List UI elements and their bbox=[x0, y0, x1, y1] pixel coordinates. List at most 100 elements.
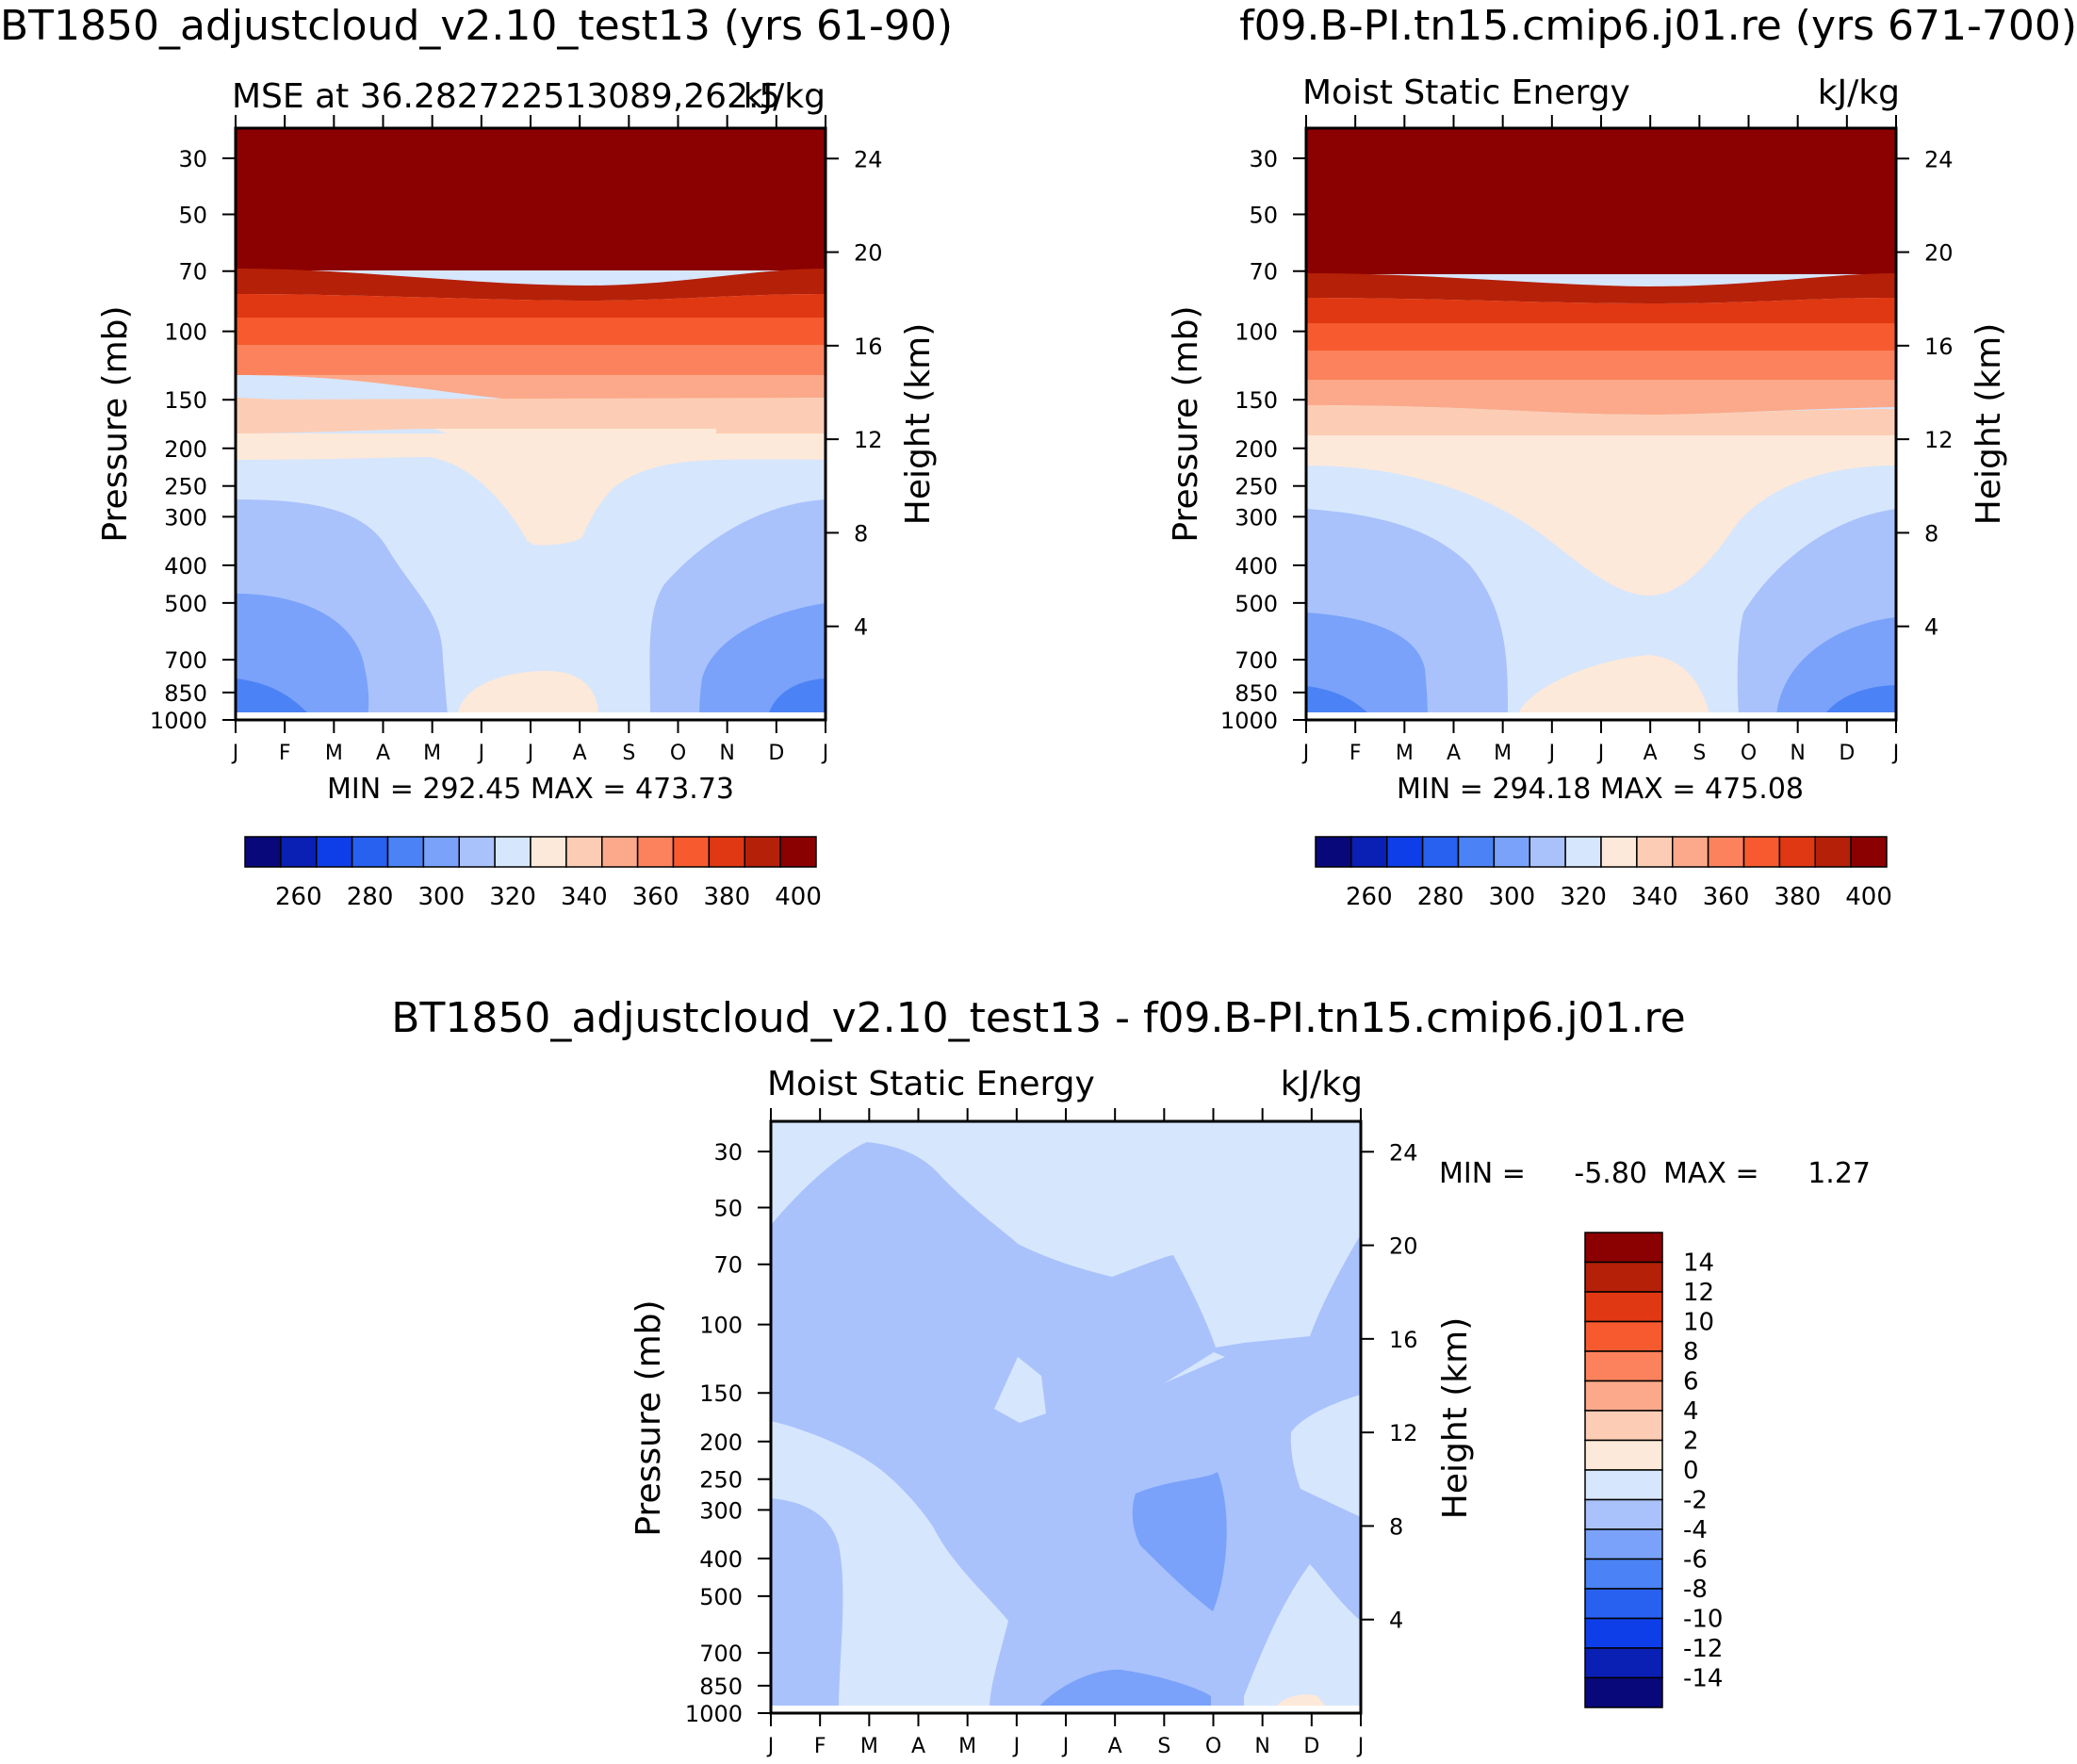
panel-1-colorbar-label-0: 260 bbox=[275, 883, 322, 911]
panel-3-colorbar-swatch-14 bbox=[1584, 1647, 1663, 1679]
panel-1-pressure-label-5: 200 bbox=[164, 436, 207, 463]
panel-1-colorbar-label-7: 400 bbox=[775, 883, 822, 911]
panel-1-pressure-label-10: 700 bbox=[164, 647, 207, 674]
panel-1-height-label-4: 8 bbox=[854, 520, 868, 547]
panel-3-colorbar-swatch-12 bbox=[1584, 1588, 1663, 1620]
panel-3-x-tick-label-7: A bbox=[1108, 1735, 1122, 1758]
panel-2-colorbar-swatch-0 bbox=[1315, 836, 1352, 868]
panel-3-height-label-2: 16 bbox=[1389, 1327, 1418, 1353]
panel-1-pressure-label-0: 30 bbox=[178, 146, 207, 172]
panel-2-x-tick-label-4: M bbox=[1494, 742, 1512, 765]
panel-3-height-label-3: 12 bbox=[1389, 1420, 1418, 1446]
panel-2-height-label-2: 16 bbox=[1924, 334, 1954, 360]
panel-3-colorbar-swatch-10 bbox=[1584, 1528, 1663, 1560]
panel-3-x-tick-label-5: J bbox=[1012, 1735, 1021, 1758]
panel-3-colorbar-label-9: -4 bbox=[1683, 1516, 1708, 1544]
panel-3-colorbar-swatch-2 bbox=[1584, 1291, 1663, 1323]
panel-3-colorbar-swatch-7 bbox=[1584, 1439, 1663, 1471]
panel-2-colorbar-swatch-13 bbox=[1778, 836, 1816, 868]
panel-1-pressure-label-11: 850 bbox=[164, 680, 207, 707]
panel-3-pressure-label-7: 300 bbox=[699, 1497, 743, 1524]
panel-3-pressure-label-3: 100 bbox=[699, 1313, 743, 1339]
panel-3: BT1850_adjustcloud_v2.10_test13 - f09.B-… bbox=[391, 994, 1871, 1758]
panel-2-colorbar-swatch-3 bbox=[1421, 836, 1460, 868]
panel-3-x-tick-label-0: J bbox=[766, 1735, 775, 1758]
panel-2-pressure-label-0: 30 bbox=[1249, 146, 1278, 172]
panel-2-colorbar-swatch-9 bbox=[1636, 836, 1674, 868]
panel-1-colorbar-swatch-11 bbox=[636, 836, 675, 868]
panel-2-colorbar-swatch-8 bbox=[1600, 836, 1638, 868]
panel-3-pressure-label-0: 30 bbox=[713, 1139, 743, 1166]
panel-1-colorbar: 260 280 300 320 340 360 380 400 bbox=[244, 836, 822, 911]
panel-1-x-tick-label-3: A bbox=[376, 742, 390, 765]
panel-2-ylabel: Pressure (mb) bbox=[1167, 305, 1205, 542]
panel-1-ylabel-right: Height (km) bbox=[899, 323, 938, 525]
panel-2-x-tick-label-10: N bbox=[1790, 742, 1805, 765]
panel-2-pressure-label-9: 500 bbox=[1235, 591, 1278, 617]
panel-1-pressure-label-3: 100 bbox=[164, 319, 207, 346]
panel-3-x-tick-label-10: N bbox=[1254, 1735, 1269, 1758]
panel-1-pressure-label-8: 400 bbox=[164, 553, 207, 580]
panel-1-colorbar-label-3: 320 bbox=[489, 883, 536, 911]
panel-1-stats: MIN = 292.45 MAX = 473.73 bbox=[327, 773, 734, 806]
panel-3-colorbar-label-7: 0 bbox=[1683, 1457, 1699, 1485]
panel-2-colorbar-swatch-5 bbox=[1493, 836, 1530, 868]
panel-3-colorbar-swatch-1 bbox=[1584, 1261, 1663, 1293]
panel-3-height-label-0: 24 bbox=[1389, 1139, 1418, 1166]
panel-3-colorbar-swatch-3 bbox=[1584, 1320, 1663, 1352]
panel-2-height-label-3: 12 bbox=[1924, 427, 1954, 453]
panel-3-colorbar-label-6: 2 bbox=[1683, 1428, 1699, 1456]
panel-2-colorbar-label-4: 340 bbox=[1631, 883, 1678, 911]
panel-1-height-label-5: 4 bbox=[854, 614, 868, 641]
panel-2-pressure-label-5: 200 bbox=[1235, 436, 1278, 463]
panel-2-colorbar-swatch-4 bbox=[1457, 836, 1496, 868]
panel-2-x-tick-label-3: A bbox=[1447, 742, 1461, 765]
panel-1-pressure-label-9: 500 bbox=[164, 591, 207, 617]
panel-3-colorbar-label-2: 10 bbox=[1683, 1309, 1714, 1337]
panel-3-min-label: MIN = bbox=[1439, 1157, 1526, 1190]
panel-1-x-tick-label-12: J bbox=[821, 742, 829, 765]
panel-3-x-tick-label-9: O bbox=[1205, 1735, 1221, 1758]
panel-3-pressure-label-8: 400 bbox=[699, 1546, 743, 1573]
panel-1-x-tick-label-11: D bbox=[768, 742, 784, 765]
panel-1-colorbar-swatch-13 bbox=[708, 836, 745, 868]
panel-1-colorbar-label-1: 280 bbox=[347, 883, 394, 911]
panel-3-colorbar-label-8: -2 bbox=[1683, 1487, 1708, 1515]
panel-2-colorbar-swatch-2 bbox=[1386, 836, 1424, 868]
panel-3-colorbar-label-1: 12 bbox=[1683, 1279, 1714, 1307]
panel-2-x-tick-label-8: S bbox=[1693, 742, 1706, 765]
panel-2-pressure-label-10: 700 bbox=[1235, 647, 1278, 674]
panel-2-subtitle-right: kJ/kg bbox=[1818, 74, 1900, 112]
panel-3-colorbar-swatch-13 bbox=[1584, 1617, 1663, 1649]
panel-3-colorbar-label-0: 14 bbox=[1683, 1250, 1714, 1278]
panel-1-subtitle-right: kJ/kg bbox=[744, 77, 826, 116]
panel-1-x-tick-label-7: A bbox=[573, 742, 587, 765]
panel-3-x-tick-label-3: A bbox=[911, 1735, 925, 1758]
panel-2-pressure-label-4: 150 bbox=[1235, 387, 1278, 414]
panel-1-x-tick-label-8: S bbox=[622, 742, 635, 765]
panel-2-colorbar: 260 280 300 320 340 360 380 400 bbox=[1315, 836, 1892, 911]
panel-1-colorbar-swatch-3 bbox=[351, 836, 389, 868]
panel-1-x-tick-label-0: J bbox=[231, 742, 239, 765]
panel-1-colorbar-swatch-14 bbox=[744, 836, 781, 868]
panel-1-pressure-label-12: 1000 bbox=[150, 708, 207, 734]
panel-1-pressure-label-7: 300 bbox=[164, 504, 207, 531]
panel-1-contour-field bbox=[236, 128, 826, 720]
panel-2-pressure-label-6: 250 bbox=[1235, 474, 1278, 500]
panel-2-colorbar-label-6: 380 bbox=[1774, 883, 1821, 911]
panel-3-x-tick-label-12: J bbox=[1356, 1735, 1365, 1758]
panel-3-x-tick-label-4: M bbox=[958, 1735, 976, 1758]
panel-3-pressure-label-9: 500 bbox=[699, 1584, 743, 1610]
panel-1: BT1850_adjustcloud_v2.10_test13 (yrs 61-… bbox=[0, 2, 953, 911]
panel-3-pressure-label-6: 250 bbox=[699, 1467, 743, 1494]
panel-3-x-tick-label-8: S bbox=[1157, 1735, 1170, 1758]
panel-3-pressure-label-4: 150 bbox=[699, 1380, 743, 1407]
panel-1-colorbar-swatch-10 bbox=[601, 836, 639, 868]
panel-2-x-tick-label-1: F bbox=[1349, 742, 1362, 765]
panel-3-ylabel: Pressure (mb) bbox=[630, 1299, 668, 1536]
panel-1-height-label-3: 12 bbox=[854, 427, 883, 453]
panel-3-colorbar-swatch-8 bbox=[1584, 1469, 1663, 1501]
panel-2-colorbar-swatch-10 bbox=[1672, 836, 1709, 868]
panel-1-colorbar-swatch-6 bbox=[458, 836, 496, 868]
